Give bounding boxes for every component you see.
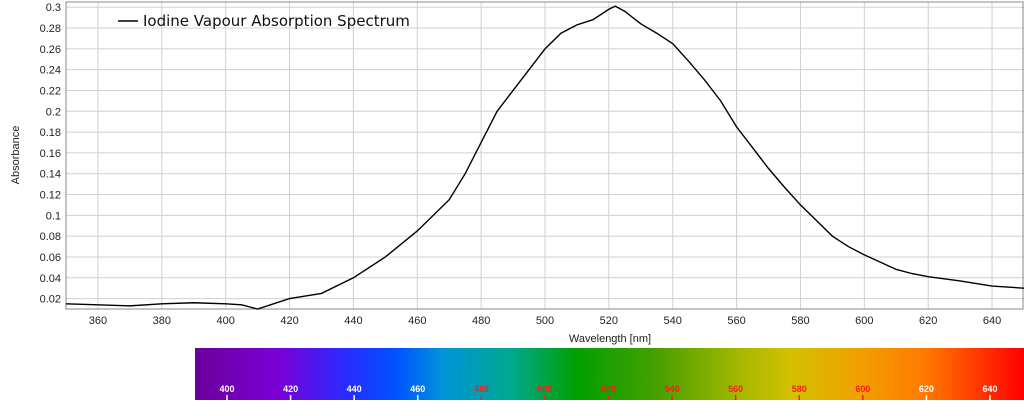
y-axis-ticks: 0.02 0.04 0.06 0.08 0.1 0.12 0.14 0.16 0.18 0.2 0.…: [40, 2, 61, 305]
y-tick-label: 0.26: [40, 44, 61, 56]
visible-spectrum-strip: 400 420 440 460 480 500 520 540 560 580 600 620 640: [195, 348, 1024, 400]
spectrum-tick-label: 500: [537, 384, 552, 394]
x-tick-label: 500: [536, 315, 554, 327]
x-tick-label: 360: [89, 315, 107, 327]
y-tick-label: 0.18: [40, 127, 61, 139]
x-tick-label: 380: [153, 315, 171, 327]
grid-lines: [66, 2, 1024, 309]
x-tick-label: 620: [919, 315, 937, 327]
spectrum-ticks: 400 420 440 460 480 500 520 540 560 580 600 620 640: [219, 384, 998, 400]
spectrum-tick-label: 400: [219, 384, 234, 394]
spectrum-tick-label: 520: [601, 384, 616, 394]
spectrum-tick-label: 560: [728, 384, 743, 394]
spectrum-tick-label: 460: [410, 384, 425, 394]
y-tick-label: 0.22: [40, 85, 61, 97]
x-tick-label: 580: [791, 315, 809, 327]
y-tick-label: 0.02: [40, 294, 61, 306]
y-tick-label: 0.2: [46, 106, 61, 118]
y-tick-label: 0.3: [46, 2, 61, 14]
spectrum-tick-label: 580: [792, 384, 807, 394]
x-axis-ticks: 360 380 400 420 440 460 480 500 520 540 560 580 600 6…: [89, 315, 1001, 327]
x-tick-label: 520: [600, 315, 618, 327]
y-tick-label: 0.12: [40, 190, 61, 202]
legend: Iodine Vapour Absorption Spectrum: [118, 12, 410, 30]
x-tick-label: 460: [408, 315, 426, 327]
x-axis-label: Wavelength [nm]: [569, 333, 651, 345]
x-tick-label: 560: [727, 315, 745, 327]
y-tick-label: 0.08: [40, 231, 61, 243]
plot-frame: [65, 1, 1024, 310]
y-tick-label: 0.1: [46, 210, 61, 222]
y-axis-label: Absorbance: [10, 126, 22, 185]
x-tick-label: 440: [344, 315, 362, 327]
y-tick-label: 0.24: [40, 65, 61, 77]
spectrum-tick-label: 480: [474, 384, 489, 394]
spectrum-tick-label: 640: [982, 384, 997, 394]
x-tick-label: 600: [855, 315, 873, 327]
legend-label: Iodine Vapour Absorption Spectrum: [143, 12, 410, 30]
y-tick-label: 0.06: [40, 252, 61, 264]
absorption-series-line: [65, 5, 1024, 310]
y-tick-label: 0.28: [40, 23, 61, 35]
y-tick-label: 0.14: [40, 169, 61, 181]
x-tick-label: 480: [472, 315, 490, 327]
spectrum-tick-label: 540: [665, 384, 680, 394]
spectrum-gradient: [195, 348, 1024, 400]
x-tick-label: 400: [216, 315, 234, 327]
x-tick-label: 420: [280, 315, 298, 327]
x-tick-label: 540: [664, 315, 682, 327]
spectrum-tick-label: 600: [855, 384, 870, 394]
y-tick-label: 0.16: [40, 148, 61, 160]
spectrum-tick-label: 440: [347, 384, 362, 394]
y-tick-label: 0.04: [40, 273, 61, 285]
spectrum-tick-label: 420: [283, 384, 298, 394]
spectrum-tick-label: 620: [919, 384, 934, 394]
x-tick-label: 640: [983, 315, 1001, 327]
